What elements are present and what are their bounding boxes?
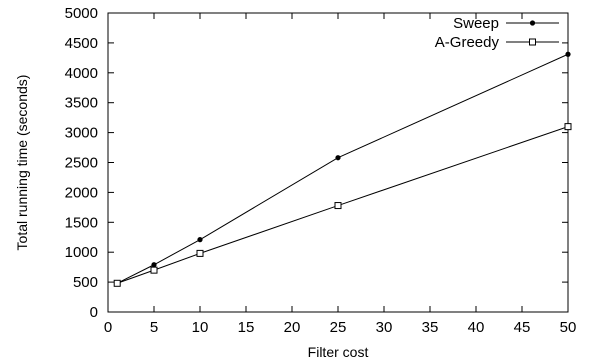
x-tick-label: 35	[422, 319, 439, 336]
y-tick-label: 4000	[65, 65, 98, 82]
sweep-point	[151, 262, 157, 268]
x-tick-label: 40	[468, 319, 485, 336]
x-axis-title: Filter cost	[308, 344, 369, 360]
y-tick-label: 1500	[65, 214, 98, 231]
y-tick-label: 5000	[65, 5, 98, 22]
sweep-point	[197, 237, 203, 243]
x-tick-label: 25	[330, 319, 347, 336]
x-tick-label: 0	[104, 319, 112, 336]
legend-label-sweep: Sweep	[453, 15, 499, 32]
x-tick-label: 30	[376, 319, 393, 336]
sweep-point	[335, 155, 341, 161]
legend: Sweep A-Greedy	[435, 15, 559, 51]
series-sweep-line	[116, 53, 569, 284]
x-tick-label: 10	[192, 319, 209, 336]
x-tick-label: 20	[284, 319, 301, 336]
series-a-greedy	[113, 123, 572, 287]
sweep-point	[565, 51, 571, 57]
x-tick-label: 45	[514, 319, 531, 336]
y-tick-label: 2500	[65, 155, 98, 172]
a-greedy-point	[334, 202, 342, 210]
a-greedy-point	[150, 266, 158, 274]
a-greedy-point	[113, 279, 121, 287]
y-tick-label: 2000	[65, 184, 98, 201]
legend-a-greedy-point	[529, 38, 536, 46]
x-tick-label: 5	[150, 319, 158, 336]
x-tick-label: 50	[560, 319, 577, 336]
x-tick-label: 15	[238, 319, 255, 336]
y-tick-label: 1000	[65, 244, 98, 261]
legend-sweep-point	[529, 20, 536, 26]
axis-ticks: 0 5 10 15 20 25 30 35 40 45 5005001000150020002500…	[65, 5, 577, 336]
y-axis-title: Total running time (seconds)	[14, 75, 30, 251]
y-tick-label: 500	[73, 274, 98, 291]
y-tick-label: 3000	[65, 125, 98, 142]
a-greedy-point	[196, 249, 204, 257]
series-a-greedy-line	[117, 126, 569, 284]
y-tick-label: 4500	[65, 35, 98, 52]
plot-frame	[107, 12, 569, 313]
series-sweep	[114, 51, 571, 286]
legend-label-a-greedy: A-Greedy	[435, 34, 500, 51]
y-tick-label: 3500	[65, 95, 98, 112]
series-group	[113, 51, 572, 287]
a-greedy-point	[564, 123, 572, 131]
y-tick-label: 0	[90, 304, 98, 321]
